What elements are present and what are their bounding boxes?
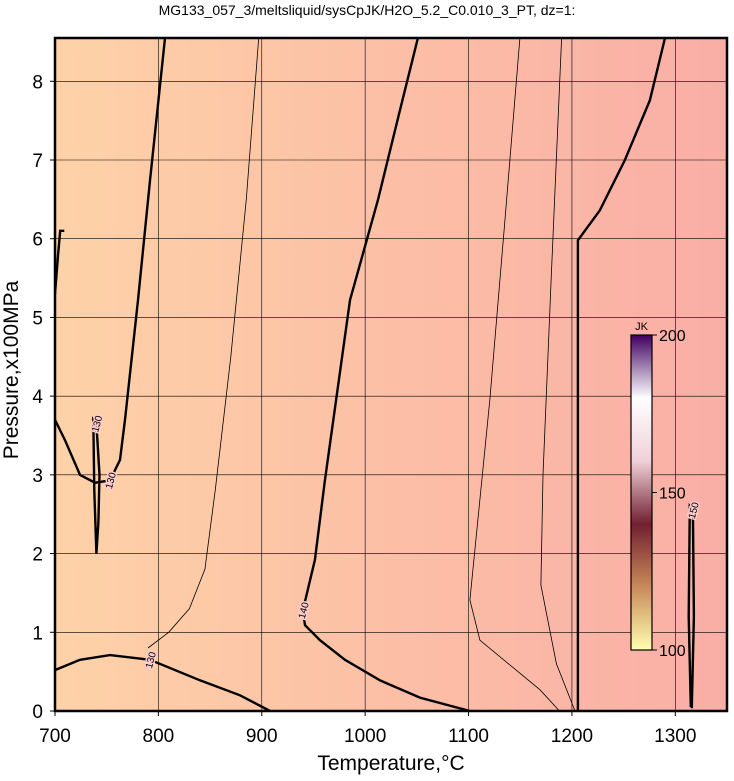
x-tick-label: 1000 [344, 726, 386, 747]
x-tick-label: 1200 [551, 726, 593, 747]
x-tick-label: 1100 [448, 726, 489, 747]
contour-line [576, 38, 667, 711]
x-tick-label: 700 [39, 726, 71, 747]
y-tick-label: 8 [32, 72, 43, 93]
y-tick-label: 6 [32, 230, 43, 251]
plot-frame [53, 36, 729, 713]
colorbar [630, 334, 653, 651]
contour-line [687, 502, 696, 709]
y-tick-label: 1 [32, 623, 43, 644]
contour-line [55, 229, 65, 294]
y-tick-label: 0 [32, 702, 43, 723]
x-tick-label: 800 [143, 726, 175, 747]
y-tick-label: 2 [32, 545, 43, 566]
contour-line [469, 38, 560, 711]
x-tick-label: 900 [246, 726, 278, 747]
contour-line [147, 38, 260, 649]
contour-line [55, 38, 167, 484]
colorbar-tick-label: 200 [659, 328, 686, 345]
y-axis-label: Pressure,x100MPa [0, 280, 23, 459]
contour-line [92, 416, 101, 554]
contour-line [540, 38, 576, 711]
y-tick-label: 7 [32, 151, 43, 172]
colorbar-label: JK [635, 321, 649, 333]
y-tick-label: 5 [32, 308, 43, 329]
plot-background [55, 38, 727, 711]
chart-title: MG133_057_3/meltsliquid/sysCpJK/H2O_5.2_… [159, 2, 576, 18]
x-tick-label: 1300 [654, 726, 696, 747]
x-axis-label: Temperature,°C [317, 752, 464, 775]
contour-line [301, 38, 471, 711]
contour-label: 130 [144, 650, 159, 669]
colorbar-tick-label: 100 [659, 643, 686, 660]
contour-line [55, 653, 271, 711]
y-tick-label: 3 [32, 466, 43, 487]
colorbar-tick-label: 150 [659, 486, 686, 503]
y-tick-label: 4 [32, 387, 43, 408]
